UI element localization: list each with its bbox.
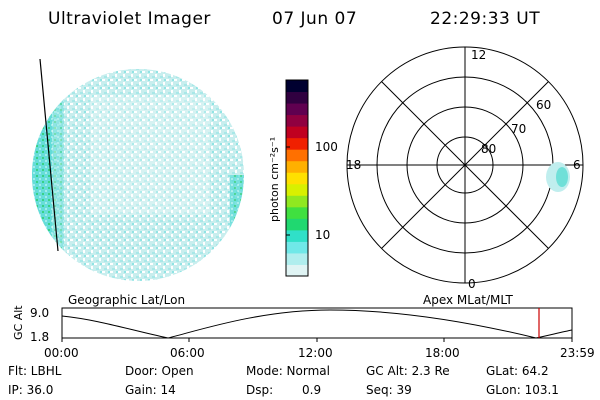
mlt-label-12: 12: [471, 48, 486, 62]
colorbar-panel: photon cm⁻²s⁻¹: [268, 79, 309, 277]
colorbar-swatch: [286, 195, 308, 208]
dsp-value: 0.9: [302, 383, 322, 397]
timeline-xtick-0000: 00:00: [44, 346, 79, 360]
colorbar-swatch: [286, 91, 308, 104]
mlt-label-18: 18: [346, 158, 361, 172]
colorbar-tick-10: 10: [315, 228, 331, 242]
colorbar-swatch: [286, 160, 308, 173]
colorbar-swatch: [286, 264, 308, 277]
colorbar-tick-100: 100: [315, 140, 338, 154]
polar-plot: 12 18 6 0 60 70 80: [346, 46, 584, 291]
door-info: Door: Open: [125, 364, 194, 378]
timeline-frame: [61, 307, 573, 339]
timeline-axis-label: GC Alt: [12, 305, 25, 340]
colorbar-swatch: [286, 137, 308, 150]
timeline-ytick-max: 9.0: [30, 306, 50, 320]
lat-label-80: 80: [481, 142, 496, 156]
uv-image-panel: [32, 58, 244, 281]
mlt-label-0: 0: [468, 277, 476, 291]
geo-latlon-label: Geographic Lat/Lon: [68, 293, 186, 307]
lat-label-60: 60: [536, 98, 551, 112]
time-label: 22:29:33 UT: [430, 9, 541, 29]
seq-info: Seq: 39: [366, 383, 412, 397]
flt-info: Flt: LBHL: [8, 364, 62, 378]
timeline-plot: GC Alt: [12, 305, 573, 342]
timeline-xtick-1200: 12:00: [298, 346, 333, 360]
colorbar-swatch: [286, 218, 308, 231]
colorbar-swatch: [286, 252, 308, 265]
gain-info: Gain: 14: [125, 383, 176, 397]
colorbar-scale: [286, 80, 308, 277]
app-title: Ultraviolet Imager: [48, 9, 211, 29]
mode-info: Mode: Normal: [246, 364, 330, 378]
glat-info: GLat: 64.2: [486, 364, 549, 378]
apex-mlat-label: Apex MLat/MLT: [423, 293, 513, 307]
colorbar-swatch: [286, 126, 308, 139]
glon-info: GLon: 103.1: [486, 383, 559, 397]
colorbar-swatch: [286, 172, 308, 185]
earth-disk: [32, 69, 244, 281]
colorbar-label: photon cm⁻²s⁻¹: [268, 137, 281, 222]
timeline-xtick-2359: 23:59: [560, 346, 595, 360]
dsp-label: Dsp:: [246, 383, 274, 397]
mlt-label-6: 6: [573, 158, 581, 172]
colorbar-swatch: [286, 103, 308, 116]
lat-label-70: 70: [511, 122, 526, 136]
timeline-xtick-0600: 06:00: [170, 346, 205, 360]
colorbar-swatch: [286, 241, 308, 254]
colorbar-swatch: [286, 206, 308, 219]
colorbar-swatch: [286, 114, 308, 127]
colorbar-swatch: [286, 80, 308, 93]
terminator-line: [39, 58, 59, 252]
date-label: 07 Jun 07: [272, 9, 358, 29]
colorbar-swatch: [286, 229, 308, 242]
timeline-ytick-min: 1.8: [30, 330, 50, 344]
colorbar-swatch: [286, 149, 308, 162]
gcalt-info: GC Alt: 2.3 Re: [366, 364, 450, 378]
ip-info: IP: 36.0: [8, 383, 54, 397]
timeline-xtick-1800: 18:00: [425, 346, 460, 360]
colorbar-swatch: [286, 183, 308, 196]
altitude-curve: [61, 309, 573, 339]
